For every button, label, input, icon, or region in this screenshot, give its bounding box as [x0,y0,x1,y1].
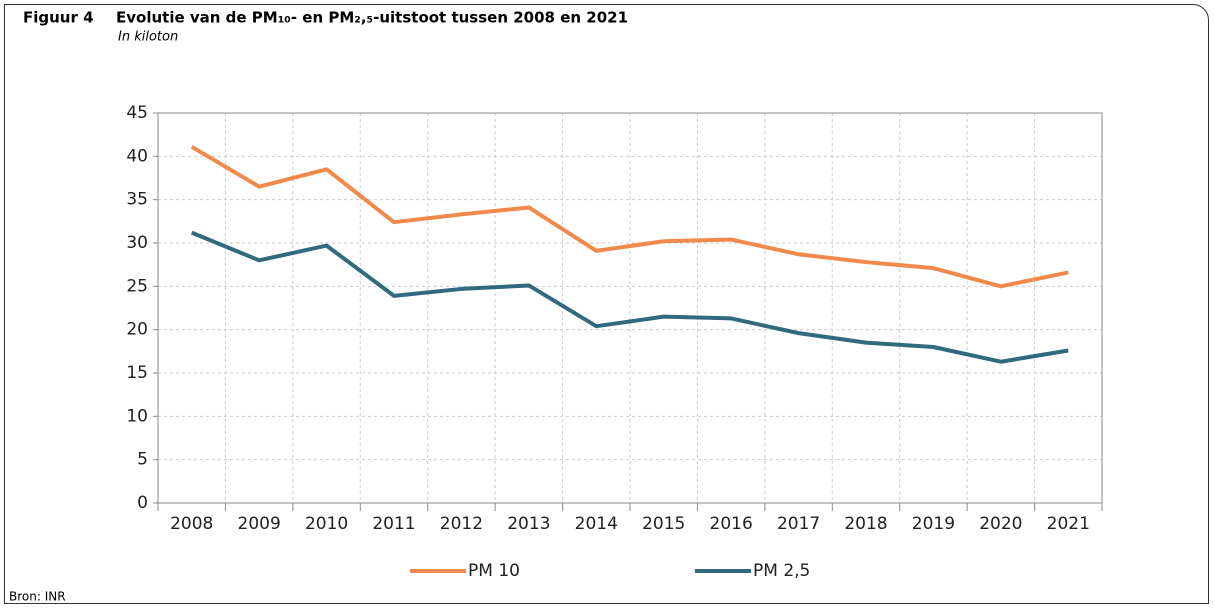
x-tick-label: 2013 [507,514,550,534]
legend-label: PM 10 [468,561,520,581]
series-line [190,230,1069,364]
y-tick-label: 25 [126,276,148,296]
chart-title: Evolutie van de PM₁₀- en PM₂,₅-uitstoot … [116,9,628,27]
y-tick-label: 10 [126,406,148,426]
legend-label: PM 2,5 [753,561,810,581]
x-tick-label: 2019 [912,514,955,534]
figure-label: Figuur 4 [23,9,94,27]
x-tick-label: 2014 [575,514,618,534]
x-tick-label: 2010 [305,514,348,534]
x-tick-label: 2015 [642,514,685,534]
y-tick-label: 40 [126,146,148,166]
source: Bron: INR [9,590,66,604]
y-tick-label: 20 [126,320,148,340]
x-tick-label: 2018 [844,514,887,534]
x-tick-label: 2011 [372,514,415,534]
x-tick-label: 2021 [1047,514,1090,534]
frame [4,4,1209,604]
series-line [190,145,1069,289]
x-tick-label: 2009 [238,514,281,534]
y-tick-label: 35 [126,190,148,210]
y-tick-label: 15 [126,363,148,383]
x-tick-label: 2016 [710,514,753,534]
x-tick-label: 2008 [170,514,213,534]
y-tick-label: 45 [126,103,148,123]
plot-border [157,112,1103,504]
x-tick-label: 2017 [777,514,820,534]
chart-subtitle: In kiloton [118,30,178,45]
y-tick-label: 0 [137,493,148,513]
y-tick-label: 5 [137,450,148,470]
x-tick-label: 2012 [440,514,483,534]
x-tick-label: 2020 [979,514,1022,534]
y-tick-label: 30 [126,233,148,253]
